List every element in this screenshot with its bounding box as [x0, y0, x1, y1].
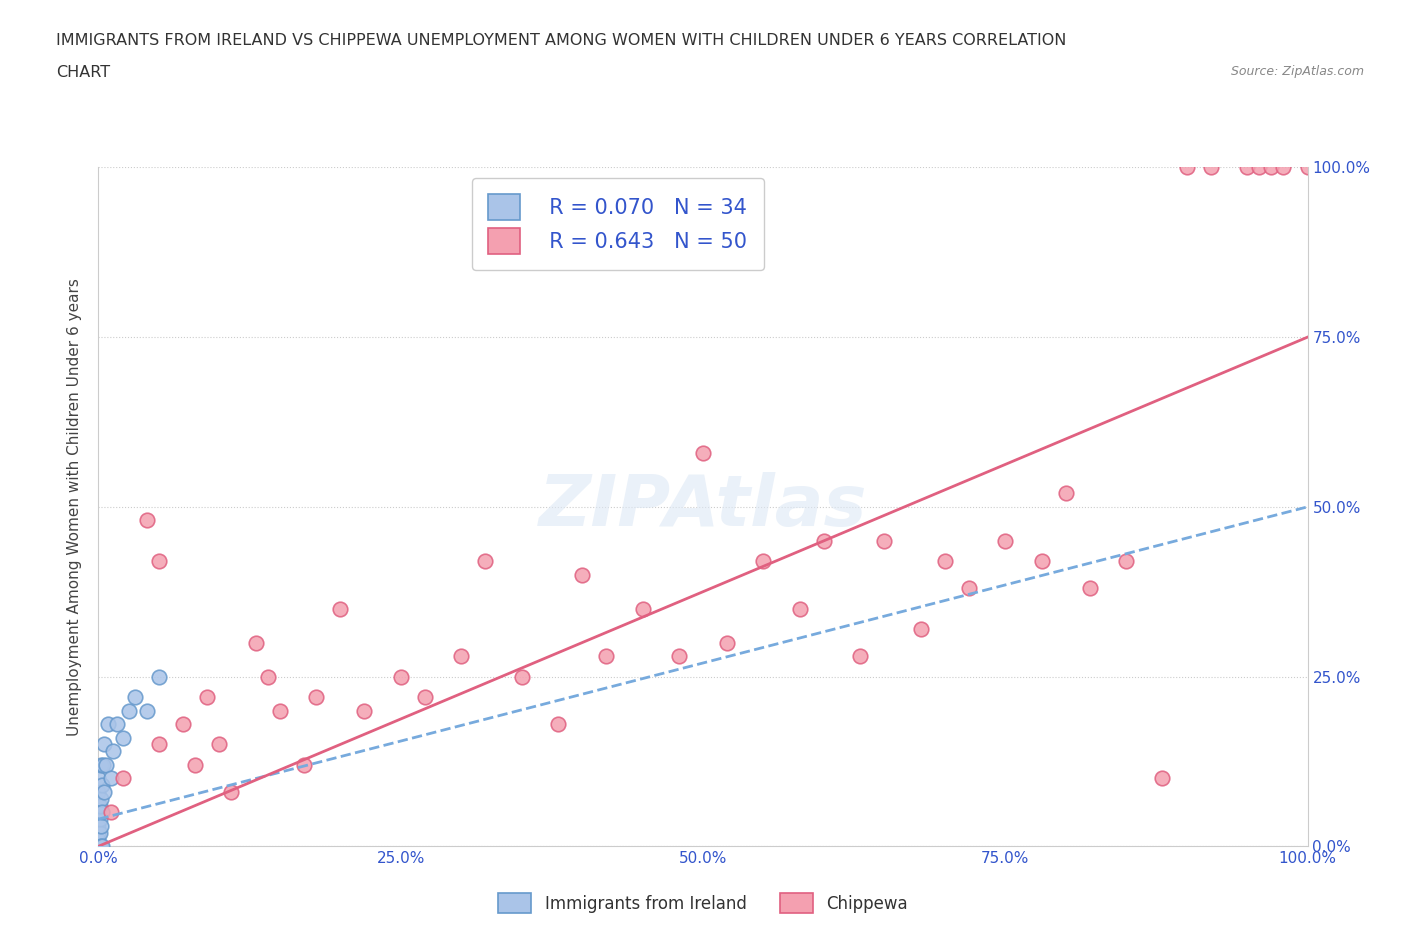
Point: [1272, 160, 1295, 175]
Point: [510, 670, 533, 684]
Point: [87, 771, 110, 786]
Point: [957, 581, 980, 596]
Point: [1054, 485, 1077, 500]
Point: [87, 818, 110, 833]
Point: [148, 670, 170, 684]
Point: [148, 737, 170, 752]
Text: IMMIGRANTS FROM IRELAND VS CHIPPEWA UNEMPLOYMENT AMONG WOMEN WITH CHILDREN UNDER: IMMIGRANTS FROM IRELAND VS CHIPPEWA UNEM…: [56, 33, 1067, 47]
Point: [849, 649, 872, 664]
Point: [87, 839, 110, 854]
Point: [87, 798, 110, 813]
Point: [571, 567, 593, 582]
Point: [1260, 160, 1282, 175]
Point: [87, 839, 110, 854]
Point: [1031, 553, 1053, 568]
Point: [256, 670, 278, 684]
Point: [873, 534, 896, 549]
Point: [89, 812, 111, 827]
Point: [934, 553, 956, 568]
Point: [87, 785, 110, 800]
Point: [97, 717, 120, 732]
Point: [90, 757, 112, 772]
Point: [1296, 160, 1319, 175]
Point: [135, 513, 157, 528]
Y-axis label: Unemployment Among Women with Children Under 6 years: Unemployment Among Women with Children U…: [67, 278, 83, 736]
Point: [87, 805, 110, 820]
Point: [100, 771, 122, 786]
Point: [547, 717, 569, 732]
Point: [148, 553, 170, 568]
Point: [87, 832, 110, 847]
Point: [752, 553, 775, 568]
Point: [90, 839, 112, 854]
Point: [413, 689, 436, 704]
Point: [994, 534, 1017, 549]
Point: [668, 649, 690, 664]
Point: [90, 791, 112, 806]
Point: [100, 805, 122, 820]
Point: [910, 621, 932, 636]
Point: [208, 737, 231, 752]
Text: CHART: CHART: [56, 65, 110, 80]
Point: [91, 777, 114, 792]
Point: [1152, 771, 1174, 786]
Point: [105, 717, 128, 732]
Point: [94, 757, 117, 772]
Point: [1115, 553, 1137, 568]
Point: [91, 805, 114, 820]
Point: [1249, 160, 1271, 175]
Text: Source: ZipAtlas.com: Source: ZipAtlas.com: [1230, 65, 1364, 78]
Point: [87, 839, 110, 854]
Point: [716, 635, 738, 650]
Point: [292, 757, 315, 772]
Point: [91, 839, 114, 854]
Point: [90, 818, 112, 833]
Point: [269, 703, 291, 718]
Point: [1175, 160, 1198, 175]
Point: [631, 602, 654, 617]
Point: [221, 785, 243, 800]
Point: [389, 670, 412, 684]
Point: [172, 717, 194, 732]
Point: [450, 649, 472, 664]
Point: [101, 744, 124, 759]
Point: [692, 445, 714, 460]
Point: [353, 703, 375, 718]
Point: [111, 730, 134, 745]
Point: [89, 825, 111, 840]
Point: [595, 649, 617, 664]
Point: [93, 785, 115, 800]
Point: [89, 839, 111, 854]
Point: [305, 689, 328, 704]
Point: [87, 825, 110, 840]
Point: [91, 757, 114, 772]
Legend:   R = 0.070   N = 34,   R = 0.643   N = 50: R = 0.070 N = 34, R = 0.643 N = 50: [471, 178, 763, 271]
Point: [124, 689, 146, 704]
Text: ZIPAtlas: ZIPAtlas: [538, 472, 868, 541]
Point: [474, 553, 496, 568]
Point: [184, 757, 207, 772]
Point: [111, 771, 134, 786]
Point: [195, 689, 218, 704]
Point: [813, 534, 835, 549]
Point: [1236, 160, 1258, 175]
Legend: Immigrants from Ireland, Chippewa: Immigrants from Ireland, Chippewa: [489, 884, 917, 922]
Point: [1199, 160, 1222, 175]
Point: [93, 737, 115, 752]
Point: [329, 602, 352, 617]
Point: [1078, 581, 1101, 596]
Point: [135, 703, 157, 718]
Point: [89, 798, 111, 813]
Point: [118, 703, 141, 718]
Point: [789, 602, 811, 617]
Point: [245, 635, 267, 650]
